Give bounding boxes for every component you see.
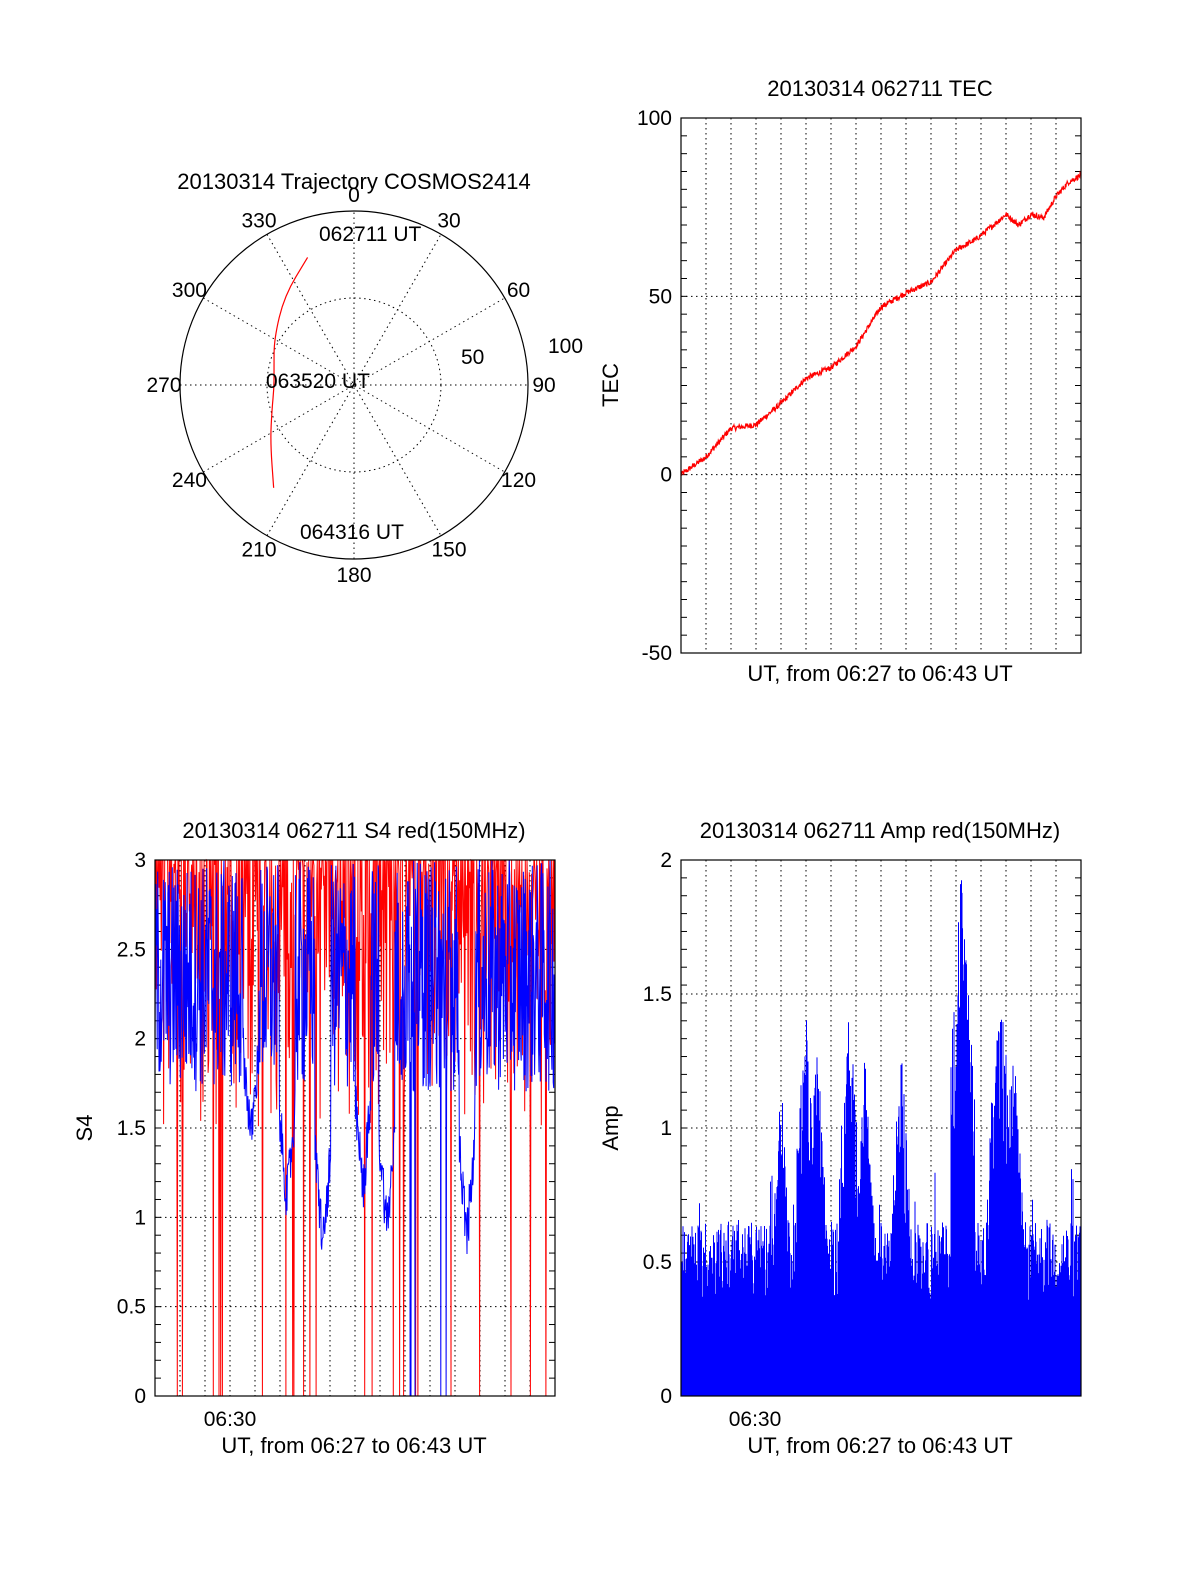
s4-plot-frame — [154, 859, 556, 1397]
tec-title: 20130314 062711 TEC — [767, 76, 993, 101]
s4-ytick-1: 1 — [134, 1206, 146, 1229]
s4-panel: 20130314 062711 S4 red(150MHz) 0 0.5 1 1.5 2… — [72, 818, 556, 1458]
polar-spoke-150 — [266, 234, 442, 536]
polar-az-label-0: 0 — [348, 184, 360, 207]
polar-az-label-270: 270 — [146, 374, 181, 397]
polar-azimuth-labels: 0 30 60 90 120 150 180 210 240 270 300 330 — [146, 184, 555, 587]
polar-az-label-210: 210 — [241, 539, 276, 562]
s4-ytick-0.5: 0.5 — [117, 1296, 146, 1319]
amp-ytick-2: 2 — [660, 849, 672, 872]
polar-az-label-60: 60 — [507, 279, 530, 302]
amp-bars — [680, 880, 1082, 1396]
tec-y-ticks: -50 0 50 100 — [637, 107, 672, 665]
polar-spoke-60 — [203, 297, 505, 473]
amp-ytick-0: 0 — [660, 1385, 672, 1408]
amp-panel: 20130314 062711 Amp red(150MHz) 0 0.5 1 1.5… — [598, 818, 1082, 1458]
amp-ytick-1: 1 — [660, 1117, 672, 1140]
s4-xtick-0630: 06:30 — [204, 1408, 257, 1431]
polar-annotation-mid: 063520 UT — [266, 370, 370, 393]
amp-xlabel: UT, from 06:27 to 06:43 UT — [747, 1433, 1012, 1458]
s4-blue-series — [154, 860, 556, 1397]
s4-xlabel: UT, from 06:27 to 06:43 UT — [221, 1433, 486, 1458]
polar-grid — [180, 211, 528, 559]
s4-title: 20130314 062711 S4 red(150MHz) — [182, 818, 525, 843]
polar-outer-circle — [179, 210, 529, 560]
amp-ylabel: Amp — [598, 1105, 623, 1150]
polar-az-label-120: 120 — [501, 469, 536, 492]
polar-trajectory-line — [270, 257, 309, 488]
amp-plot-frame — [680, 859, 1082, 1397]
polar-az-label-150: 150 — [431, 539, 466, 562]
tec-ytick-0: 0 — [660, 464, 672, 487]
s4-ytick-0: 0 — [134, 1385, 146, 1408]
polar-az-label-90: 90 — [532, 374, 555, 397]
amp-xtick-0630: 06:30 — [729, 1408, 782, 1431]
tec-ytick-50: 50 — [649, 285, 672, 308]
tec-grid — [681, 117, 1081, 654]
polar-az-label-180: 180 — [336, 564, 371, 587]
polar-az-label-240: 240 — [172, 469, 207, 492]
polar-annotation-end: 064316 UT — [300, 521, 404, 544]
s4-ytick-1.5: 1.5 — [117, 1117, 146, 1140]
polar-az-label-30: 30 — [437, 209, 460, 232]
tec-plot-frame — [680, 117, 1082, 654]
polar-annotation-start: 062711 UT — [319, 223, 422, 246]
tec-ytick-100: 100 — [637, 107, 672, 130]
tec-series-line — [680, 170, 1082, 476]
s4-ytick-2: 2 — [134, 1028, 146, 1051]
tec-panel: 20130314 062711 TEC -50 0 50 100 TEC UT, fr… — [598, 76, 1082, 686]
amp-ytick-0.5: 0.5 — [643, 1251, 672, 1274]
polar-az-label-300: 300 — [172, 279, 207, 302]
polar-elev-label-50: 50 — [461, 346, 484, 369]
tec-ylabel: TEC — [598, 363, 623, 407]
amp-ytick-1.5: 1.5 — [643, 983, 672, 1006]
s4-ytick-2.5: 2.5 — [117, 938, 146, 961]
polar-spoke-30 — [266, 234, 442, 536]
s4-y-ticks: 0 0.5 1 1.5 2 2.5 3 — [117, 849, 146, 1408]
tec-xlabel: UT, from 06:27 to 06:43 UT — [747, 661, 1012, 686]
amp-title: 20130314 062711 Amp red(150MHz) — [700, 818, 1060, 843]
polar-az-label-330: 330 — [241, 209, 276, 232]
tec-ytick--50: -50 — [642, 642, 672, 665]
polar-spoke-120 — [203, 297, 505, 473]
amp-y-ticks: 0 0.5 1 1.5 2 — [643, 849, 672, 1408]
polar-trajectory-panel: 20130314 Trajectory COSMOS2414 0 30 60 90 12… — [146, 169, 583, 587]
s4-ytick-3: 3 — [134, 849, 146, 872]
polar-elev-label-100: 100 — [548, 335, 583, 358]
s4-ylabel: S4 — [72, 1115, 97, 1142]
polar-title: 20130314 Trajectory COSMOS2414 — [177, 169, 530, 194]
